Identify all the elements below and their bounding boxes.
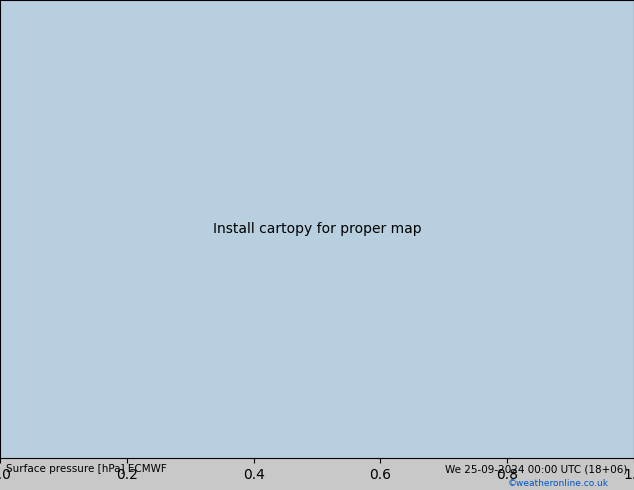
Text: Install cartopy for proper map: Install cartopy for proper map (212, 222, 422, 236)
Text: We 25-09-2024 00:00 UTC (18+06): We 25-09-2024 00:00 UTC (18+06) (445, 465, 628, 474)
Text: Surface pressure [hPa] ECMWF: Surface pressure [hPa] ECMWF (6, 465, 167, 474)
Text: ©weatheronline.co.uk: ©weatheronline.co.uk (507, 479, 609, 489)
